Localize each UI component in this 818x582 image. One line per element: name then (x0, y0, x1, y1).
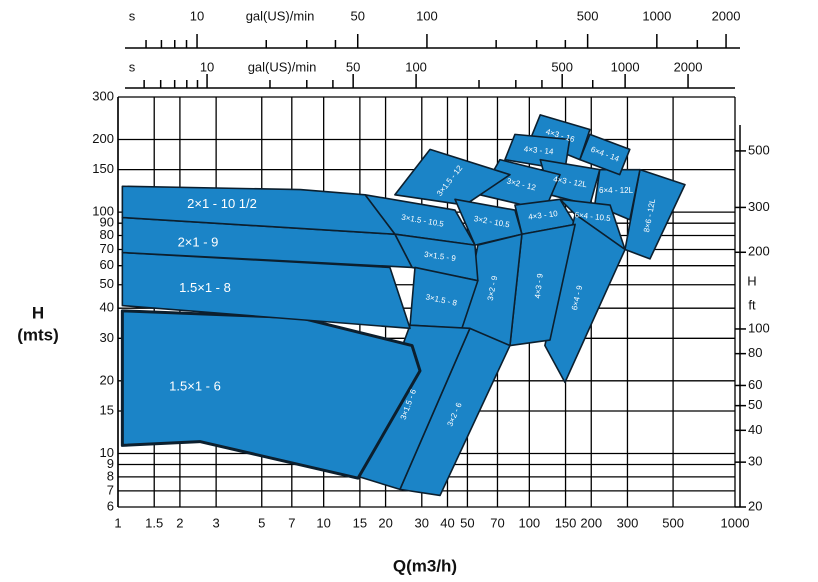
top-tick-label: 1000 (642, 8, 671, 23)
y-tick-label: 15 (100, 402, 114, 417)
x-tick-label: 10 (316, 515, 330, 530)
y2-label: H (747, 273, 756, 288)
top-tick-label: 100 (405, 59, 427, 74)
x-tick-label: 50 (460, 515, 474, 530)
y-tick-label: 80 (100, 227, 114, 242)
region (394, 148, 511, 206)
y2-tick-label: 100 (748, 320, 770, 335)
y2-tick-label: 60 (748, 377, 762, 392)
x-tick-label: 30 (415, 515, 429, 530)
x-tick-label: 1 (114, 515, 121, 530)
y2-label-unit: ft (748, 297, 756, 312)
region-label: 2×1 - 9 (178, 234, 219, 249)
y2-tick-label: 50 (748, 397, 762, 412)
y-tick-label: 90 (100, 215, 114, 230)
region-label: 4×3 - 14 (524, 145, 555, 157)
top-tick-label: 50 (346, 59, 360, 74)
top-axis-prefix: s (129, 59, 136, 74)
x-tick-label: 40 (440, 515, 454, 530)
y2-tick-label: 80 (748, 345, 762, 360)
region-label: 4×3 - 10 (528, 209, 559, 222)
y2-tick-label: 200 (748, 244, 770, 259)
y-tick-label: 70 (100, 241, 114, 256)
region (121, 185, 396, 236)
y-label: H (32, 303, 44, 322)
region-label: 6×4 - 12L (599, 186, 634, 195)
top-axis-prefix: s (129, 8, 136, 23)
y-label-unit: (mts) (17, 325, 59, 344)
y2-tick-label: 500 (748, 142, 770, 157)
x-tick-label: 15 (353, 515, 367, 530)
top-tick-label: 2000 (712, 8, 741, 23)
top-tick-label: 2000 (674, 59, 703, 74)
top-tick-label: 500 (577, 8, 599, 23)
top-axis-label: gal(US)/min (248, 59, 317, 74)
y-tick-label: 10 (100, 445, 114, 460)
x-tick-label: 20 (378, 515, 392, 530)
y-tick-label: 200 (92, 131, 114, 146)
y2-tick-label: 30 (748, 454, 762, 469)
regions (120, 114, 686, 497)
top-tick-label: 500 (551, 59, 573, 74)
y-tick-label: 100 (92, 204, 114, 219)
region-label: 1.5×1 - 8 (179, 280, 231, 295)
y-tick-label: 6 (107, 498, 114, 513)
region-label: 3×1.5 - 9 (424, 250, 457, 263)
y-tick-label: 150 (92, 161, 114, 176)
y-tick-label: 30 (100, 330, 114, 345)
region-label: 2×1 - 10 1/2 (187, 196, 257, 211)
x-tick-label: 100 (518, 515, 540, 530)
top-tick-label: 10 (200, 59, 214, 74)
top-tick-label: 100 (416, 8, 438, 23)
top-tick-label: 50 (350, 8, 364, 23)
y-tick-label: 60 (100, 257, 114, 272)
y2-tick-label: 40 (748, 422, 762, 437)
top-tick-label: 1000 (611, 59, 640, 74)
region (529, 114, 591, 161)
region (120, 309, 422, 480)
x-tick-label: 200 (580, 515, 602, 530)
y2-tick-label: 20 (748, 498, 762, 513)
x-tick-label: 70 (490, 515, 504, 530)
region-label: 4×3 - 9 (533, 272, 545, 298)
y-tick-label: 9 (107, 456, 114, 471)
y2-tick-label: 300 (748, 199, 770, 214)
x-tick-label: 7 (288, 515, 295, 530)
x-label: Q(m3/h) (393, 556, 457, 575)
y-tick-label: 300 (92, 88, 114, 103)
y-tick-label: 40 (100, 300, 114, 315)
x-tick-label: 3 (213, 515, 220, 530)
y-tick-label: 50 (100, 276, 114, 291)
x-tick-label: 1000 (721, 515, 750, 530)
top-tick-label: 10 (190, 8, 204, 23)
y-tick-label: 20 (100, 372, 114, 387)
x-tick-label: 2 (176, 515, 183, 530)
x-tick-label: 500 (662, 515, 684, 530)
x-tick-label: 5 (258, 515, 265, 530)
region (624, 168, 686, 260)
x-tick-label: 300 (617, 515, 639, 530)
region-label: 1.5×1 - 6 (169, 379, 221, 394)
region-label: 6×4 - 10.5 (574, 210, 612, 223)
y-tick-label: 8 (107, 468, 114, 483)
x-tick-label: 1.5 (145, 515, 163, 530)
top-axis-label: gal(US)/min (246, 8, 315, 23)
y-tick-label: 7 (107, 482, 114, 497)
x-tick-label: 150 (555, 515, 577, 530)
